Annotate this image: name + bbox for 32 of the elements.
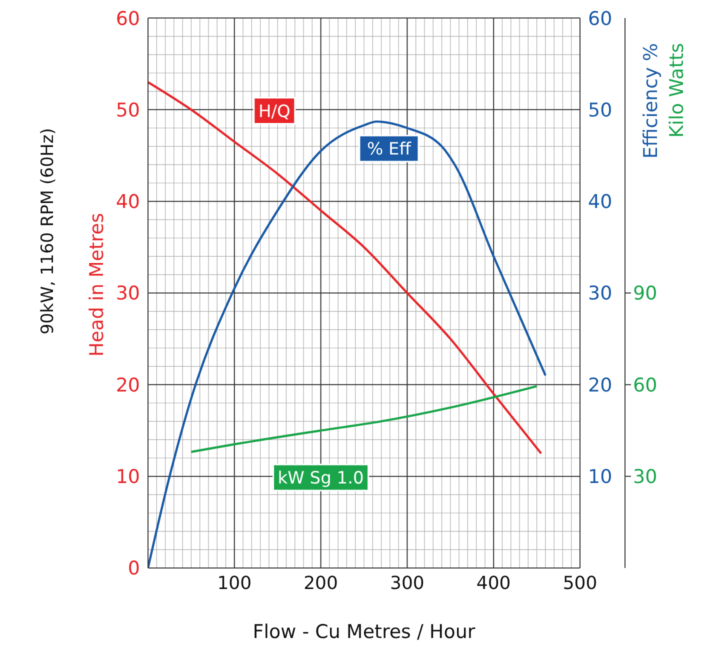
y2-tick-label: 60 — [588, 8, 612, 30]
y-tick-label: 60 — [116, 8, 140, 30]
y-tick-label: 10 — [116, 466, 140, 488]
y2-tick-label: 50 — [588, 99, 612, 122]
y2-axis-title: Efficiency % — [640, 43, 662, 159]
series-label: kW Sg 1.0 — [278, 468, 364, 488]
y-tick-label: 50 — [116, 99, 140, 122]
y3-tick-label: 60 — [633, 374, 658, 396]
y2-tick-label: 10 — [588, 466, 612, 488]
y-tick-label: 0 — [128, 558, 140, 580]
line-series — [148, 120, 547, 568]
y3-axis-title: Kilo Watts — [666, 43, 688, 138]
x-tick-label: 100 — [217, 572, 252, 594]
series-label: % Eff — [366, 140, 412, 160]
x-tick-label: 200 — [304, 572, 338, 594]
y-axis-title: Head in Metres — [86, 213, 108, 357]
y3-tick-label: 90 — [633, 282, 658, 305]
y-tick-label: 40 — [116, 191, 140, 214]
line-series — [148, 81, 542, 455]
y2-tick-label: 30 — [588, 282, 612, 305]
x-axis-title: Flow - Cu Metres / Hour — [252, 621, 476, 643]
series-label: H/Q — [258, 102, 290, 122]
x-tick-label: 400 — [476, 572, 511, 594]
y2-tick-label: 40 — [588, 191, 612, 214]
x-tick-label: 500 — [562, 572, 598, 594]
x-tick-label: 300 — [390, 572, 424, 594]
y-tick-label: 20 — [116, 374, 140, 396]
line-series — [190, 385, 538, 453]
y-tick-label: 30 — [116, 282, 140, 305]
y2-tick-label: 20 — [588, 374, 612, 396]
text: 90kW, 1160 RPM (60Hz) — [38, 128, 58, 334]
y3-tick-label: 30 — [633, 466, 658, 488]
